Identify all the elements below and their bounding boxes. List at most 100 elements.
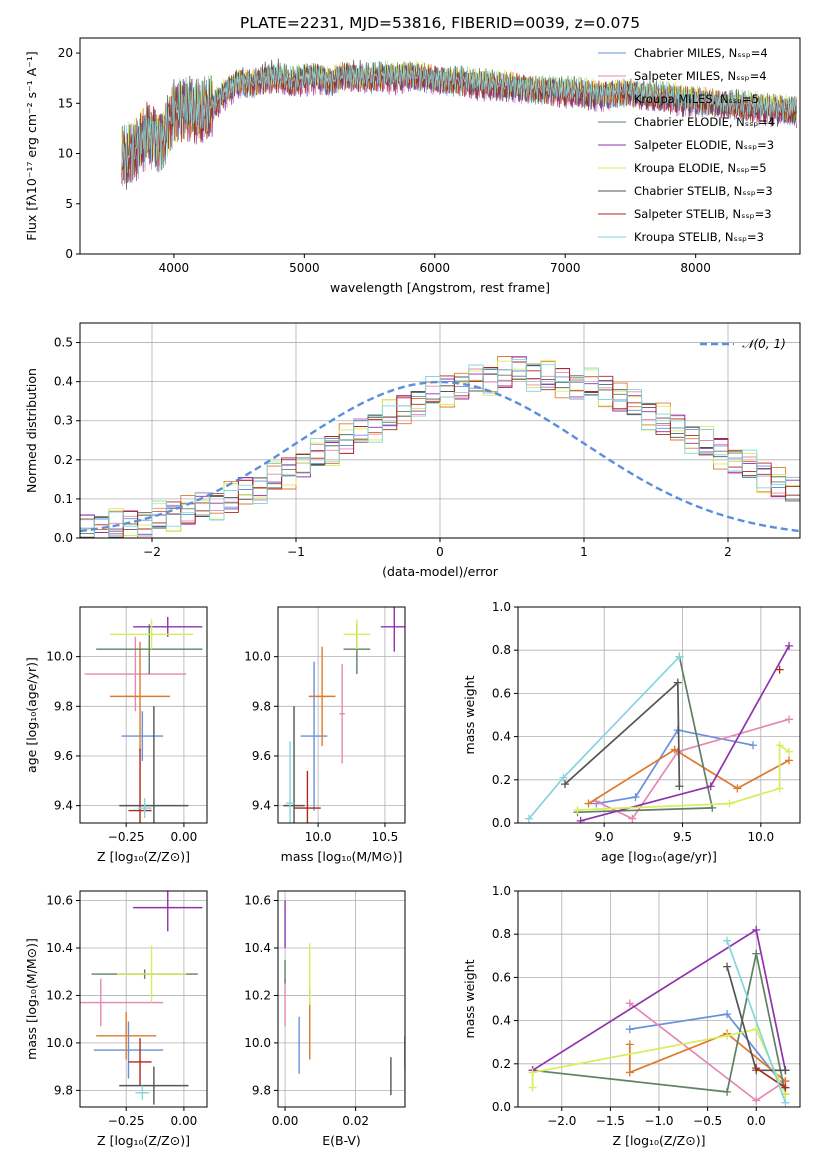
error-point-1 <box>80 978 164 1027</box>
y-tick-label-4: 20 <box>58 46 73 60</box>
y-tick-label-2: 9.8 <box>54 699 73 713</box>
y-tick-label-4: 0.8 <box>492 927 511 941</box>
x-tick-label-1: 5000 <box>289 261 320 275</box>
y-tick-label-3: 0.6 <box>492 686 511 700</box>
z-vs-mass-weight-panel: −2.0 −1.5 −1.0 −0.5 0.0 0.0 0.2 0.4 0.6 0.8 1.0 Z [… <box>462 884 801 1148</box>
age-vs-mass-weight-marker-4-0 <box>576 816 585 823</box>
age-vs-mass-weight-plot-area <box>524 641 794 823</box>
x-axis-label: Z [log₁₀(Z/Z⊙)] <box>613 1133 706 1148</box>
spectrum-frame <box>79 37 801 255</box>
age-vs-mass-weight-marker-0-1 <box>631 793 640 802</box>
age-vs-mass-weight-marker-6-1 <box>673 678 682 687</box>
legend-label-1: Salpeter MILES, Nₛₛₚ=4 <box>634 69 767 83</box>
ebv-vs-mass-frame <box>277 890 406 1108</box>
figure-title: PLATE=2231, MJD=53816, FIBERID=0039, z=0… <box>240 14 640 32</box>
y-tick-label-4: 0.4 <box>54 375 73 389</box>
y-axis-label: mass weight <box>462 675 477 754</box>
y-tick-label-0: 9.4 <box>54 799 73 813</box>
age-vs-mass-weight-panel: 9.0 9.5 10.0 0.0 0.2 0.4 0.6 0.8 1.0 age [log₁₀(a… <box>462 600 801 864</box>
z-vs-mass-frame <box>79 890 208 1108</box>
age-vs-mass-weight-marker-6-2 <box>675 782 684 791</box>
age-vs-mass-weight-line-3 <box>577 656 714 814</box>
y-tick-label-3: 0.6 <box>492 970 511 984</box>
y-tick-label-0: 0.0 <box>492 1100 511 1114</box>
y-tick-label-0: 0 <box>65 247 73 261</box>
y-tick-label-2: 10.2 <box>46 988 73 1002</box>
y-tick-label-0: 9.4 <box>252 799 271 813</box>
age-vs-mass-weight-marker-5-2 <box>775 784 784 793</box>
y-tick-label-1: 0.2 <box>492 1057 511 1071</box>
y-axis-label: mass weight <box>462 959 477 1038</box>
age-vs-mass-weight-frame <box>517 606 801 824</box>
error-point-4 <box>133 891 203 932</box>
age-vs-mass-weight-marker-5-3 <box>775 741 784 750</box>
age-vs-mass-weight-marker-0-3 <box>749 741 757 750</box>
hist-series-8 <box>80 359 800 538</box>
y-axis-label: Flux [fλ10⁻¹⁷ erg cm⁻² s⁻¹ A⁻¹] <box>24 51 39 240</box>
age-vs-mass-weight-marker-8-0 <box>524 814 533 823</box>
error-point-1 <box>339 664 345 764</box>
y-tick-label-5: 1.0 <box>492 884 511 898</box>
ebv-vs-mass-plot-area <box>284 900 405 1103</box>
age-vs-mass-weight-marker-7-0 <box>775 665 784 674</box>
x-tick-label-1: 9.5 <box>673 830 692 844</box>
z-vs-mass-weight-marker-0-1 <box>723 1010 732 1019</box>
error-point-5 <box>110 619 194 650</box>
error-point-0 <box>93 1021 164 1079</box>
age-vs-mass-weight-marker-3-1 <box>708 803 717 812</box>
x-tick-label-2: −1.0 <box>644 1114 673 1128</box>
y-tick-label-3: 10.4 <box>244 941 271 955</box>
z-vs-mass-weight-plot-area <box>528 925 790 1107</box>
z-vs-mass-weight-line-8 <box>726 940 787 1103</box>
age-vs-mass-weight-line-0 <box>596 729 754 805</box>
y-axis-label: Normed distribution <box>24 368 39 493</box>
y-tick-label-1: 9.6 <box>54 749 73 763</box>
y-tick-label-0: 0.0 <box>54 531 73 545</box>
x-tick-label-0: 9.0 <box>595 830 614 844</box>
age-vs-mass-weight-marker-2-0 <box>584 799 593 808</box>
x-tick-label-4: 2 <box>724 545 732 559</box>
y-tick-label-1: 5 <box>65 197 73 211</box>
error-point-2 <box>110 641 171 751</box>
y-tick-label-5: 1.0 <box>492 600 511 614</box>
y-tick-label-2: 0.4 <box>492 1014 511 1028</box>
x-axis-label: age [log₁₀(age/yr)] <box>601 849 717 864</box>
z-vs-mass-weight-marker-1-0 <box>625 999 634 1008</box>
y-tick-label-4: 0.8 <box>492 643 511 657</box>
z-vs-mass-weight-line-2 <box>628 1032 786 1082</box>
z-vs-mass-weight-line-7 <box>755 1067 786 1089</box>
residuals-plot-area <box>80 356 800 538</box>
y-axis-label: mass [log₁₀(M/M⊙)] <box>24 938 39 1060</box>
x-tick-label-1: 10.5 <box>372 830 399 844</box>
z-vs-mass-weight-marker-5-0 <box>528 1083 537 1092</box>
x-tick-label-1: −1 <box>287 545 305 559</box>
age-vs-mass-weight-line-6 <box>564 680 681 787</box>
error-point-4 <box>133 616 203 637</box>
z-vs-mass-weight-marker-8-1 <box>781 1098 790 1107</box>
x-tick-label-1: 0.00 <box>171 1114 198 1128</box>
z-vs-mass-plot-area <box>80 891 203 1105</box>
hist-series-3 <box>80 363 800 535</box>
x-tick-label-0: 10.0 <box>305 830 332 844</box>
x-tick-label-3: −0.5 <box>693 1114 722 1128</box>
z-vs-mass-weight-marker-2-1 <box>625 1068 634 1077</box>
y-tick-label-0: 0.0 <box>492 816 511 830</box>
legend-label-7: Salpeter STELIB, Nₛₛₚ=3 <box>634 207 772 221</box>
error-point-6 <box>119 1066 189 1105</box>
y-tick-label-3: 10.0 <box>46 650 73 664</box>
x-tick-label-0: −0.25 <box>108 1114 145 1128</box>
spectrum-panel: Chabrier MILES, Nₛₛₚ=4 Salpeter MILES, Nₛ… <box>24 37 801 295</box>
z-vs-mass-weight-marker-2-0 <box>625 1040 634 1049</box>
y-tick-label-2: 10 <box>58 147 73 161</box>
y-tick-label-0: 9.8 <box>252 1083 271 1097</box>
z-vs-age-plot-area <box>84 616 203 823</box>
residuals-panel: 𝒩(0, 1) −2 −1 0 1 2 0.0 0.1 0.2 0.3 0.4 0.5 (data-mo… <box>24 322 801 579</box>
z-vs-age-frame <box>79 606 208 824</box>
x-tick-label-4: 0.0 <box>747 1114 766 1128</box>
y-tick-label-2: 0.2 <box>54 453 73 467</box>
age-vs-mass-weight-marker-5-0 <box>573 806 582 815</box>
x-axis-label: mass [log₁₀(M/M⊙)] <box>281 849 403 864</box>
z-vs-mass-weight-marker-0-0 <box>625 1025 634 1034</box>
z-vs-mass-weight-marker-1-1 <box>752 1096 761 1105</box>
